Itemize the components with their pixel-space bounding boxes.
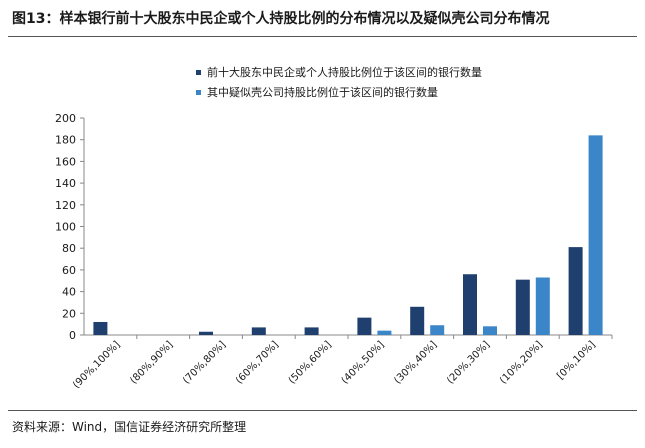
bar-series-1-5	[357, 317, 372, 335]
legend-label-series-1: 前十大股东中民企或个人持股比例位于该区间的银行数量	[207, 66, 482, 79]
y-tick-label: 120	[55, 199, 76, 212]
x-tick-label: (90%,100%]	[71, 339, 123, 391]
bar-series-1-9	[568, 247, 583, 335]
bar-series-2-6	[430, 325, 445, 335]
x-tick-label: (10%,20%]	[498, 339, 545, 386]
y-tick-label: 60	[62, 264, 76, 277]
x-tick-label: (60%,70%]	[234, 339, 281, 386]
bar-chart: 0 20 40 60 80 100 120 140 160 180 200 (90%,100%] (80…	[55, 112, 613, 391]
y-tick-label: 40	[62, 286, 76, 299]
bar-series-2-7	[483, 326, 497, 335]
x-tick-label: (50%,60%]	[287, 339, 334, 386]
y-tick-label: 140	[55, 177, 76, 190]
y-tick-label: 100	[55, 221, 76, 234]
legend-item-series-2: 其中疑似壳公司持股比例位于该区间的银行数量	[196, 82, 482, 102]
bar-series-2-8	[535, 277, 550, 335]
x-tick-label: (70%,80%]	[181, 339, 228, 386]
bar-series-1-0	[93, 321, 108, 335]
legend-label-series-2: 其中疑似壳公司持股比例位于该区间的银行数量	[207, 86, 438, 99]
figure-title: 图13：样本银行前十大股东中民企或个人持股比例的分布情况以及疑似壳公司分布情况	[12, 11, 550, 27]
x-tick-label: (80%,90%]	[128, 339, 175, 386]
y-tick-label: 20	[62, 307, 76, 320]
source-note: 资料来源：Wind，国信证券经济研究所整理	[12, 420, 247, 434]
x-tick-label: (30%,40%]	[392, 339, 439, 386]
bar-series-2-5	[377, 330, 392, 335]
bar-series-1-7	[463, 274, 477, 335]
legend-item-series-1: 前十大股东中民企或个人持股比例位于该区间的银行数量	[196, 62, 482, 82]
bar-series-1-6	[410, 306, 425, 335]
y-tick-label: 160	[55, 155, 76, 168]
title-rule	[8, 36, 637, 37]
y-tick-label: 180	[55, 134, 76, 147]
legend-swatch-series-1	[196, 69, 201, 75]
bar-series-1-2	[199, 331, 213, 335]
x-tick-label: (20%,30%]	[445, 339, 492, 386]
bar-series-1-4	[304, 327, 319, 335]
x-tick-label: (40%,50%]	[340, 339, 387, 386]
legend-swatch-series-2	[196, 89, 201, 95]
y-tick-label: 80	[62, 242, 76, 255]
bar-series-2-9	[588, 135, 603, 335]
y-tick-label: 200	[55, 112, 76, 125]
bar-series-1-3	[251, 327, 266, 335]
y-tick-label: 0	[69, 329, 76, 342]
chart-legend: 前十大股东中民企或个人持股比例位于该区间的银行数量 其中疑似壳公司持股比例位于该…	[196, 62, 482, 102]
x-tick-label: [0%,10%]	[555, 339, 598, 382]
source-rule	[8, 410, 637, 411]
bar-series-1-8	[515, 279, 530, 335]
